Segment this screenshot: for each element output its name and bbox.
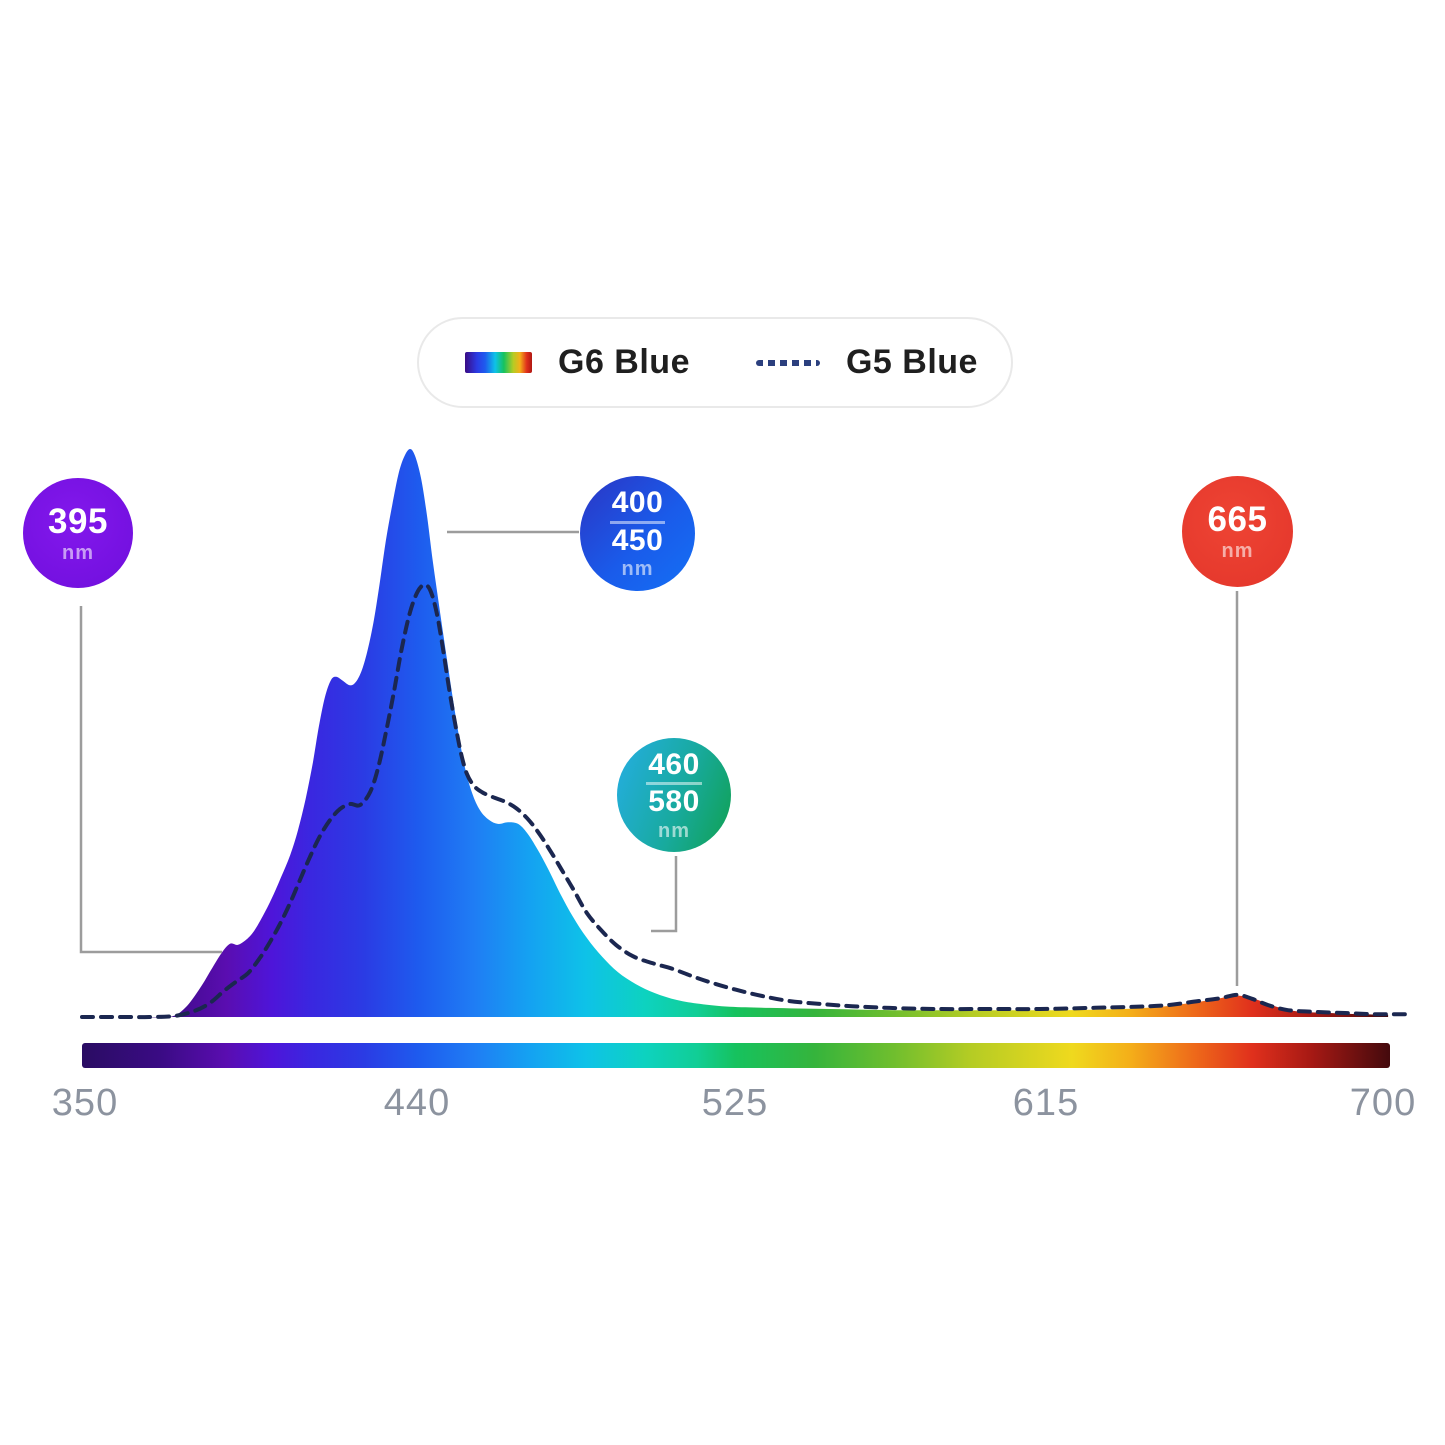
wavelength-gradient-bar [82, 1043, 1390, 1068]
legend-g5-label: G5 Blue [845, 343, 978, 381]
callout-unit: nm [1221, 540, 1254, 563]
g5-spectrum-line [80, 582, 1407, 1020]
legend-g6-gradient-swatch [465, 352, 532, 373]
legend-g5-dashed-swatch [755, 359, 820, 366]
callout-value: 665 [1207, 500, 1268, 540]
g6-spectrum-area [82, 448, 1389, 1018]
legend: G6 Blue G5 Blue [417, 317, 1013, 408]
callout-badge-395nm: 395 nm [23, 478, 133, 588]
callout-unit: nm [62, 541, 94, 564]
callout-badge-460-580nm: 460 580 nm [617, 738, 731, 852]
callout-value-bottom: 450 [611, 523, 664, 557]
x-tick-440: 440 [383, 1082, 451, 1124]
callout-value-top: 460 [646, 748, 702, 786]
callout-leader-460-580 [651, 856, 678, 933]
legend-g6-label: G6 Blue [558, 343, 690, 381]
x-tick-700: 700 [1349, 1082, 1417, 1124]
callout-unit: nm [658, 819, 690, 842]
callout-leader-395 [79, 606, 222, 954]
callout-value-bottom: 580 [648, 785, 700, 819]
callout-badge-400-450nm: 400 450 nm [580, 476, 695, 591]
x-tick-615: 615 [1012, 1082, 1080, 1124]
callout-value: 395 [48, 501, 108, 541]
callout-badge-665nm: 665 nm [1182, 476, 1293, 587]
x-tick-525: 525 [701, 1082, 769, 1124]
callout-unit: nm [621, 558, 654, 581]
x-tick-350: 350 [51, 1082, 119, 1124]
callout-value-top: 400 [609, 486, 666, 524]
